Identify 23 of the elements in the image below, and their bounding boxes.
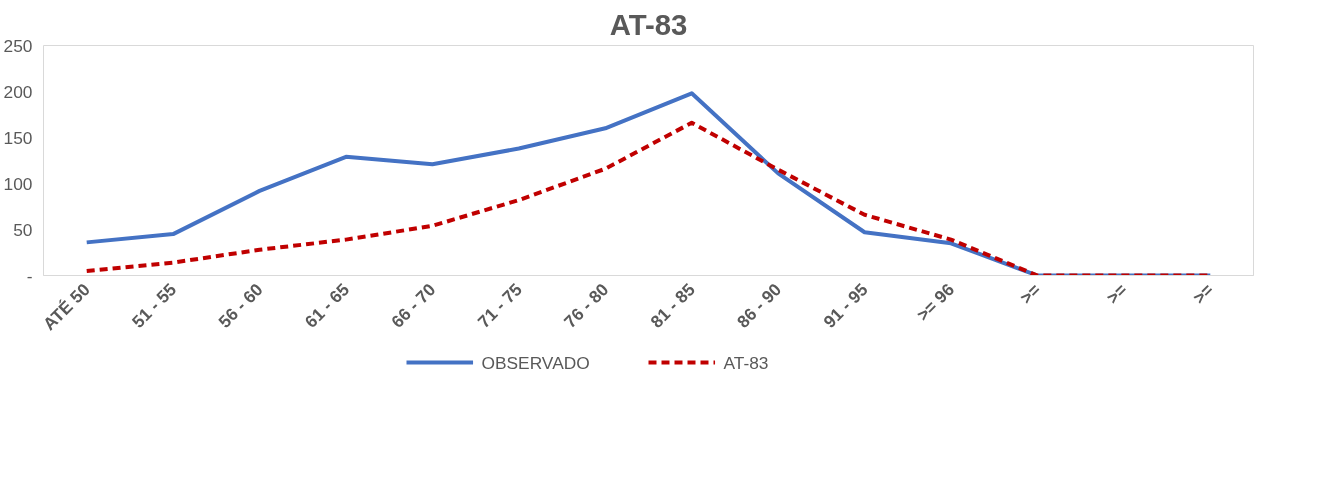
chart-title: AT-83 [609, 7, 688, 41]
y-tick-label: 200 [3, 81, 33, 102]
x-tick-label: 66 - 70 [387, 279, 440, 332]
x-tick-label: 91 - 95 [819, 279, 872, 332]
x-tick-label: 76 - 80 [560, 279, 613, 332]
x-tick-label: >= 96 [912, 279, 959, 325]
legend-label: OBSERVADO [481, 352, 590, 373]
x-tick-label: 51 - 55 [127, 279, 181, 332]
x-tick-label: 56 - 60 [214, 279, 267, 332]
line-series [84, 91, 1213, 276]
y-tick-label: 250 [3, 35, 33, 56]
y-tick-label: 50 [13, 219, 33, 240]
y-tick-label: 150 [3, 127, 33, 148]
x-tick-label: 86 - 90 [732, 279, 786, 332]
x-tick-label: >= [1102, 279, 1131, 308]
y-tick-label: - [26, 265, 33, 286]
legend-label: AT-83 [723, 352, 769, 373]
x-tick-label: >= [1016, 279, 1045, 308]
x-tick-label: 81 - 85 [646, 279, 700, 332]
x-tick-label: 61 - 65 [300, 279, 354, 332]
x-tick-label: >= [1188, 279, 1218, 308]
y-tick-label: 100 [3, 173, 33, 194]
x-tick-label: 71 - 75 [473, 279, 527, 332]
